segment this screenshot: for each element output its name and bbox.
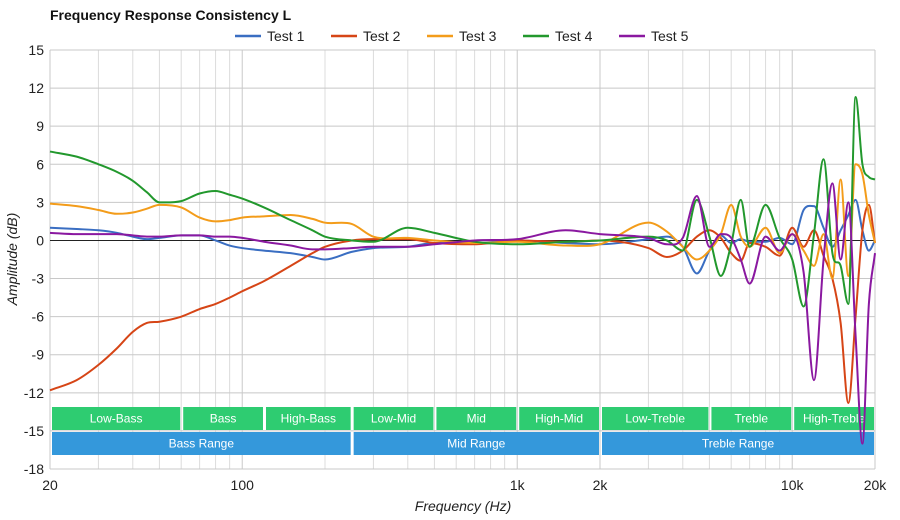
- x-axis-label: Frequency (Hz): [415, 498, 511, 514]
- band-range-label: Treble: [735, 412, 769, 426]
- band-range-label: Low-Bass: [90, 412, 143, 426]
- y-tick-label: 15: [28, 42, 44, 58]
- y-tick-label: 6: [36, 156, 44, 172]
- y-axis-label: Amplitude (dB): [4, 213, 20, 307]
- y-tick-label: 12: [28, 80, 44, 96]
- band-range-label: Low-Treble: [625, 412, 685, 426]
- y-tick-label: -12: [24, 385, 44, 401]
- legend-label-test-5: Test 5: [651, 28, 689, 44]
- y-tick-label: 3: [36, 194, 44, 210]
- band-range-bar: [183, 407, 263, 430]
- band-range-bar: [265, 407, 351, 430]
- y-tick-label: 0: [36, 232, 44, 248]
- x-tick-label: 100: [231, 477, 255, 493]
- series-line-test-3: [49, 163, 876, 280]
- y-tick-label: 9: [36, 118, 44, 134]
- series-line-test-4: [49, 95, 876, 308]
- band-group-bar: [602, 432, 874, 455]
- frequency-bands: Low-Bass Bass High-Bass Low-Mid Mid High-Mid L…: [52, 407, 874, 455]
- x-tick-label: 20k: [864, 477, 888, 493]
- series-lines: [49, 95, 876, 445]
- band-range-bar: [353, 407, 434, 430]
- series-line-test-5: [49, 182, 876, 445]
- y-tick-label: -3: [32, 271, 45, 287]
- band-range-label: Bass: [210, 412, 237, 426]
- band-group-label: Treble Range: [702, 437, 775, 451]
- x-tick-label: 20: [42, 477, 58, 493]
- chart-title: Frequency Response Consistency L: [50, 7, 292, 23]
- band-range-label: Low-Mid: [371, 412, 416, 426]
- band-range-bar: [436, 407, 517, 430]
- band-range-label: High-Bass: [281, 412, 336, 426]
- legend-label-test-1: Test 1: [267, 28, 305, 44]
- legend: Test 1 Test 2 Test 3 Test 4 Test 5: [235, 28, 689, 44]
- x-tick-label: 2k: [593, 477, 609, 493]
- x-tick-label: 10k: [781, 477, 805, 493]
- band-range-label: High-Treble: [803, 412, 866, 426]
- y-tick-label: -15: [24, 423, 44, 439]
- band-group-label: Bass Range: [169, 437, 235, 451]
- band-range-bar: [602, 407, 709, 430]
- band-range-bar: [794, 407, 874, 430]
- band-range-label: Mid: [467, 412, 486, 426]
- band-range-label: High-Mid: [535, 412, 583, 426]
- band-range-bar: [52, 407, 181, 430]
- y-tick-label: -9: [32, 347, 45, 363]
- y-axis-ticks: 15 12 9 6 3 0 -3 -6 -9 -12 -15 -18: [24, 42, 44, 477]
- band-range-bar: [711, 407, 792, 430]
- band-group-bar: [52, 432, 351, 455]
- series-line-test-2: [49, 203, 876, 404]
- legend-label-test-2: Test 2: [363, 28, 401, 44]
- band-group-bar: [353, 432, 599, 455]
- x-tick-label: 1k: [510, 477, 526, 493]
- band-group-label: Mid Range: [447, 437, 505, 451]
- minor-gridlines: [97, 50, 781, 469]
- legend-label-test-3: Test 3: [459, 28, 497, 44]
- band-range-bar: [519, 407, 599, 430]
- legend-label-test-4: Test 4: [555, 28, 593, 44]
- y-tick-label: -6: [32, 309, 45, 325]
- y-tick-label: -18: [24, 461, 44, 477]
- x-axis-ticks: 20 100 1k 2k 10k 20k: [42, 477, 887, 493]
- major-gridlines: [49, 49, 876, 470]
